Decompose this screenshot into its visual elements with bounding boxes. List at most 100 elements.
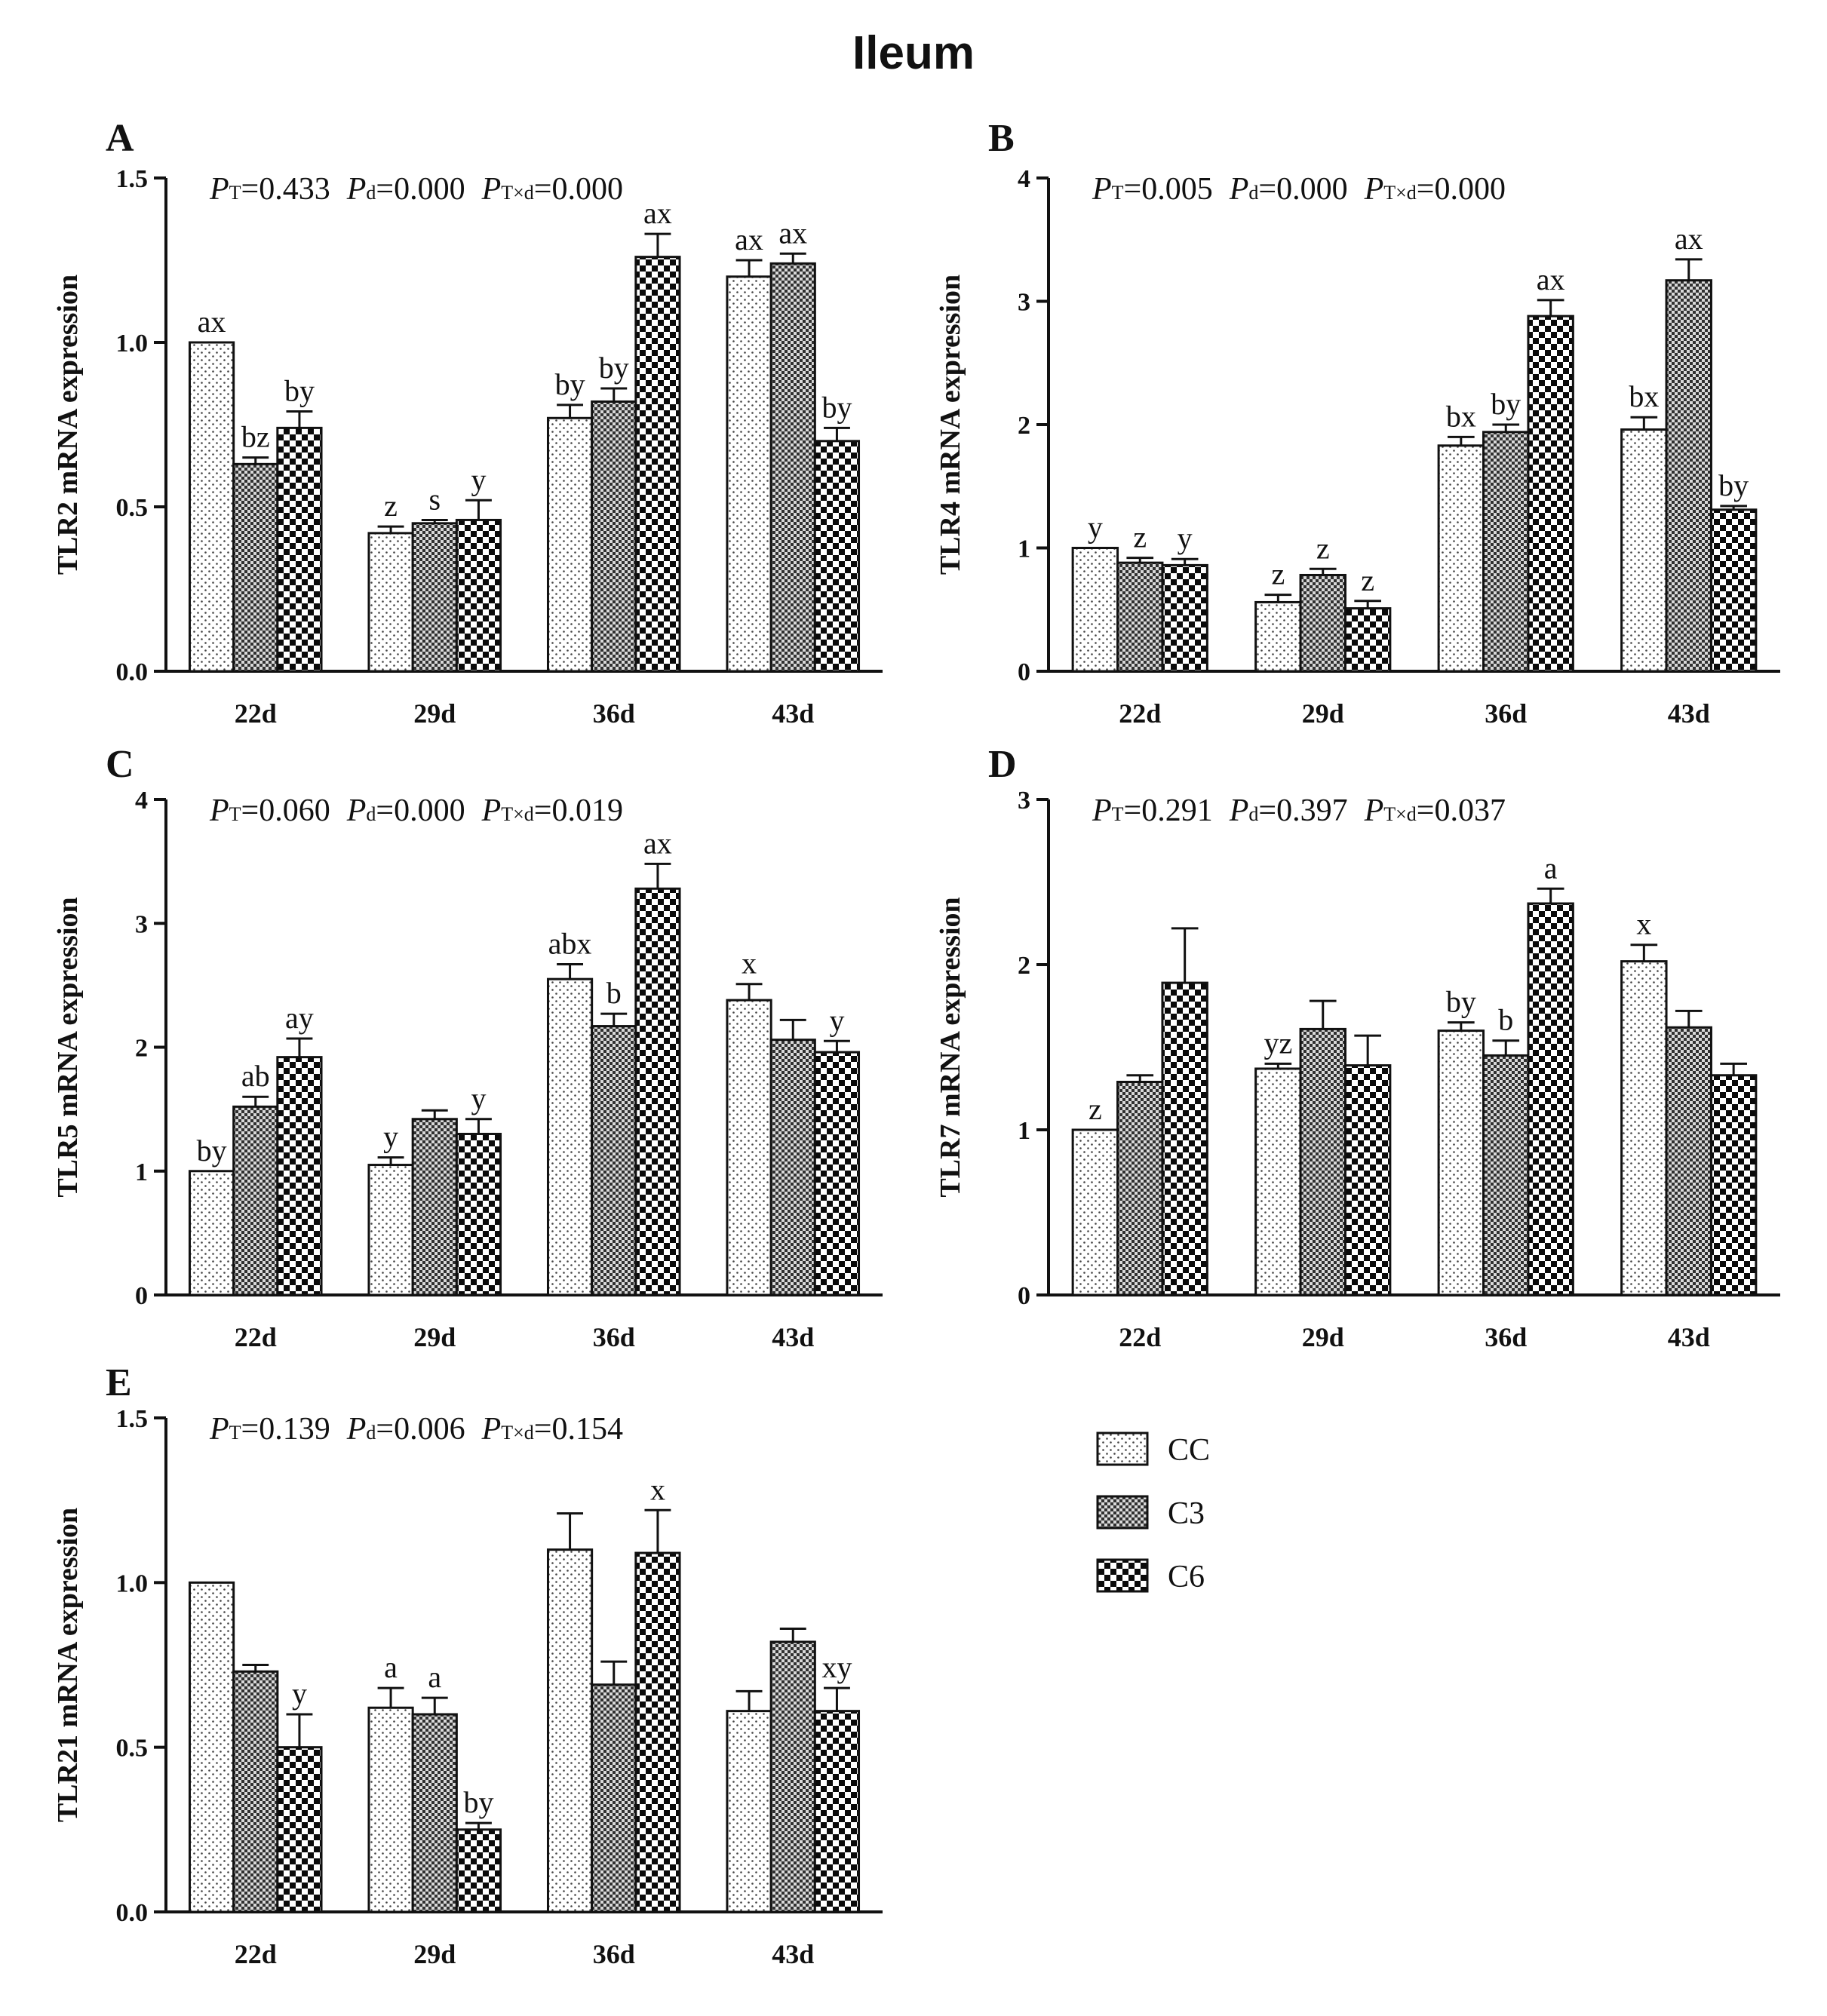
legend-swatch-c3 [1096, 1495, 1149, 1530]
bar-c3 [769, 1039, 816, 1296]
significance-label: y [1088, 511, 1103, 545]
significance-label: ay [285, 1001, 314, 1035]
bar-cc [188, 341, 235, 673]
p-value: =0.291 [1124, 793, 1213, 828]
x-tick-label: 43d [772, 698, 814, 729]
p-subscript: d [1248, 803, 1258, 825]
significance-label: by [1446, 985, 1476, 1019]
bar-c3 [1665, 279, 1712, 673]
p-subscript: d [366, 803, 376, 825]
bar-c6 [1343, 607, 1392, 673]
p-values: PT=0.060 Pd=0.000 PT×d=0.019 [209, 793, 623, 828]
bar-cc [726, 1710, 772, 1913]
y-tick-label: 0.5 [116, 1735, 149, 1763]
bar-c3 [1299, 573, 1346, 673]
y-tick-label: 1 [135, 1158, 148, 1186]
p-value: =0.154 [534, 1412, 623, 1447]
significance-label: ax [778, 216, 807, 250]
significance-label: z [1133, 520, 1147, 554]
p-value: =0.006 [376, 1412, 465, 1447]
significance-label: ax [1537, 262, 1565, 296]
y-tick-label: 1.0 [116, 330, 149, 357]
significance-label: y [383, 1120, 398, 1154]
bar-c3 [232, 462, 279, 673]
bar-c3 [1482, 431, 1530, 673]
p-letter: P [481, 793, 502, 828]
p-letter: P [209, 172, 229, 207]
significance-label: a [384, 1650, 398, 1684]
bar-c6 [634, 887, 681, 1296]
bar-cc [1071, 1128, 1119, 1296]
bar-cc [1254, 1067, 1302, 1296]
bar-c6 [1709, 508, 1758, 673]
significance-label: y [292, 1677, 307, 1711]
significance-label: x [650, 1472, 665, 1506]
x-tick-label: 22d [235, 698, 277, 729]
bar-c3 [411, 1713, 458, 1913]
significance-label: y [471, 1082, 486, 1115]
y-tick-label: 0 [135, 1282, 148, 1310]
p-value: =0.037 [1417, 793, 1506, 828]
p-subscript: T×d [501, 1422, 534, 1444]
bar-cc [188, 1581, 235, 1913]
significance-label: z [384, 489, 398, 523]
bar-c3 [591, 400, 637, 673]
p-values: PT=0.433 Pd=0.000 PT×d=0.000 [209, 172, 623, 207]
panel-letter: D [988, 743, 1017, 786]
bar-cc [1620, 428, 1668, 673]
bar-c3 [411, 522, 458, 673]
significance-label: by [197, 1134, 227, 1168]
legend: CC C3 C6 [1096, 1431, 1210, 1594]
significance-label: z [1089, 1092, 1102, 1126]
x-tick-label: 36d [593, 1322, 635, 1352]
bar-c6 [455, 1828, 502, 1913]
bar-c6 [634, 256, 681, 673]
y-tick-label: 1.0 [116, 1570, 149, 1597]
x-tick-label: 22d [1119, 698, 1161, 729]
p-letter: P [346, 172, 367, 207]
x-tick-label: 29d [1302, 1322, 1344, 1352]
y-tick-label: 0.0 [116, 1899, 149, 1927]
p-value: =0.000 [376, 172, 465, 207]
x-tick-label: 29d [413, 1939, 456, 1969]
p-value: =0.000 [1417, 172, 1506, 207]
bar-cc [367, 532, 414, 673]
y-tick-label: 0.5 [116, 494, 149, 522]
p-subscript: d [366, 1422, 376, 1444]
p-values: PT=0.139 Pd=0.006 PT×d=0.154 [209, 1412, 623, 1447]
p-subscript: T [229, 803, 241, 825]
p-subscript: T [229, 182, 241, 204]
p-value: =0.019 [534, 793, 623, 828]
bar-cc [546, 1548, 594, 1913]
p-value: =0.139 [241, 1412, 330, 1447]
bar-c3 [1482, 1054, 1530, 1296]
bar-c3 [769, 262, 816, 673]
bar-c6 [1527, 902, 1574, 1296]
p-subscript: T [1112, 803, 1124, 825]
significance-label: ax [643, 196, 672, 230]
bar-c3 [232, 1105, 279, 1296]
bar-c3 [1116, 1080, 1164, 1296]
bar-cc [1437, 1029, 1485, 1296]
p-subscript: T×d [501, 182, 534, 204]
p-subscript: T×d [1383, 182, 1417, 204]
y-tick-label: 4 [135, 787, 148, 815]
significance-label: bx [1446, 399, 1476, 433]
legend-label-c3: C3 [1168, 1496, 1205, 1531]
bar-c6 [1161, 981, 1208, 1296]
x-tick-label: 43d [772, 1322, 814, 1352]
p-letter: P [209, 1412, 229, 1447]
p-subscript: d [366, 182, 376, 204]
significance-label: z [1361, 563, 1374, 597]
y-tick-label: 0 [1018, 1282, 1030, 1310]
significance-label: by [463, 1785, 493, 1819]
p-subscript: d [1248, 182, 1258, 204]
bar-c6 [1527, 315, 1574, 673]
x-tick-label: 43d [1668, 1322, 1710, 1352]
p-letter: P [209, 793, 229, 828]
p-letter: P [481, 1412, 502, 1447]
bar-c6 [455, 518, 502, 673]
